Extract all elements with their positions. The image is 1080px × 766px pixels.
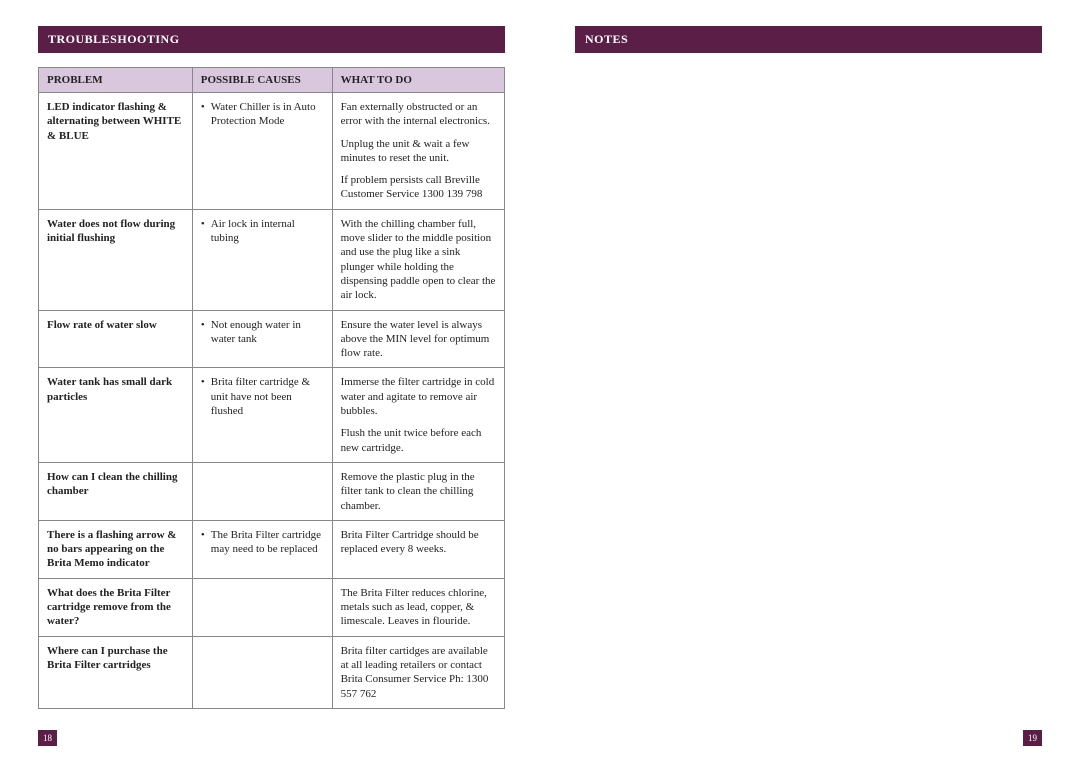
- cell-action: Ensure the water level is always above t…: [332, 310, 504, 368]
- cell-action: Brita Filter Cartridge should be replace…: [332, 520, 504, 578]
- cell-cause: • Brita filter cartridge & unit have not …: [192, 368, 332, 462]
- action-paragraph: Flush the unit twice before each new car…: [341, 426, 496, 455]
- right-header: NOTES: [575, 26, 1042, 53]
- cell-action: Immerse the filter cartridge in cold wat…: [332, 368, 504, 462]
- cell-cause: [192, 578, 332, 636]
- action-paragraph: Ensure the water level is always above t…: [341, 318, 496, 361]
- action-paragraph: With the chilling chamber full, move sli…: [341, 217, 496, 303]
- table-row: Flow rate of water slow • Not enough water…: [39, 310, 505, 368]
- cell-cause: • Not enough water in water tank: [192, 310, 332, 368]
- table-row: Where can I purchase the Brita Filter ca…: [39, 636, 505, 708]
- cause-text: Brita filter cartridge & unit have not b…: [211, 375, 324, 418]
- cell-problem: Flow rate of water slow: [39, 310, 193, 368]
- col-header-causes: POSSIBLE CAUSES: [192, 68, 332, 93]
- action-paragraph: If problem persists call Breville Custom…: [341, 173, 496, 202]
- right-page: NOTES 19: [540, 0, 1080, 766]
- table-row: How can I clean the chilling chamber Remo…: [39, 462, 505, 520]
- table-body: LED indicator flashing & alternating bet…: [39, 93, 505, 709]
- bullet-icon: •: [201, 100, 205, 114]
- table-row: Water does not flow during initial flush…: [39, 209, 505, 310]
- cell-cause: • Water Chiller is in Auto Protection Mod…: [192, 93, 332, 210]
- col-header-action: WHAT TO DO: [332, 68, 504, 93]
- cell-action: Brita filter cartidges are available at …: [332, 636, 504, 708]
- table-row: LED indicator flashing & alternating bet…: [39, 93, 505, 210]
- cell-problem: How can I clean the chilling chamber: [39, 462, 193, 520]
- left-header: TROUBLESHOOTING: [38, 26, 505, 53]
- action-paragraph: Unplug the unit & wait a few minutes to …: [341, 137, 496, 166]
- cause-text: Water Chiller is in Auto Protection Mode: [211, 100, 324, 129]
- cell-action: Fan externally obstructed or an error wi…: [332, 93, 504, 210]
- cell-action: The Brita Filter reduces chlorine, metal…: [332, 578, 504, 636]
- cell-cause: • Air lock in internal tubing: [192, 209, 332, 310]
- cell-problem: What does the Brita Filter cartridge rem…: [39, 578, 193, 636]
- table-header-row: PROBLEM POSSIBLE CAUSES WHAT TO DO: [39, 68, 505, 93]
- cause-text: Not enough water in water tank: [211, 318, 324, 347]
- left-page: TROUBLESHOOTING PROBLEM POSSIBLE CAUSES …: [0, 0, 540, 766]
- action-paragraph: Immerse the filter cartridge in cold wat…: [341, 375, 496, 418]
- cause-text: Air lock in internal tubing: [211, 217, 324, 246]
- cell-problem: There is a flashing arrow & no bars appe…: [39, 520, 193, 578]
- page-spread: TROUBLESHOOTING PROBLEM POSSIBLE CAUSES …: [0, 0, 1080, 766]
- cell-problem: LED indicator flashing & alternating bet…: [39, 93, 193, 210]
- bullet-icon: •: [201, 318, 205, 332]
- action-paragraph: Fan externally obstructed or an error wi…: [341, 100, 496, 129]
- bullet-icon: •: [201, 217, 205, 231]
- cell-problem: Where can I purchase the Brita Filter ca…: [39, 636, 193, 708]
- action-paragraph: The Brita Filter reduces chlorine, metal…: [341, 586, 496, 629]
- cell-action: With the chilling chamber full, move sli…: [332, 209, 504, 310]
- troubleshooting-table: PROBLEM POSSIBLE CAUSES WHAT TO DO LED i…: [38, 67, 505, 709]
- col-header-problem: PROBLEM: [39, 68, 193, 93]
- bullet-icon: •: [201, 528, 205, 542]
- cell-cause: [192, 636, 332, 708]
- action-paragraph: Brita filter cartidges are available at …: [341, 644, 496, 701]
- table-row: Water tank has small dark particles • Brit…: [39, 368, 505, 462]
- cell-problem: Water does not flow during initial flush…: [39, 209, 193, 310]
- bullet-icon: •: [201, 375, 205, 389]
- action-paragraph: Remove the plastic plug in the filter ta…: [341, 470, 496, 513]
- table-row: There is a flashing arrow & no bars appe…: [39, 520, 505, 578]
- action-paragraph: Brita Filter Cartridge should be replace…: [341, 528, 496, 557]
- cell-problem: Water tank has small dark particles: [39, 368, 193, 462]
- cell-cause: [192, 462, 332, 520]
- cell-action: Remove the plastic plug in the filter ta…: [332, 462, 504, 520]
- right-page-number: 19: [1023, 730, 1042, 746]
- table-row: What does the Brita Filter cartridge rem…: [39, 578, 505, 636]
- left-page-number: 18: [38, 730, 57, 746]
- cell-cause: • The Brita Filter cartridge may need to …: [192, 520, 332, 578]
- cause-text: The Brita Filter cartridge may need to b…: [211, 528, 324, 557]
